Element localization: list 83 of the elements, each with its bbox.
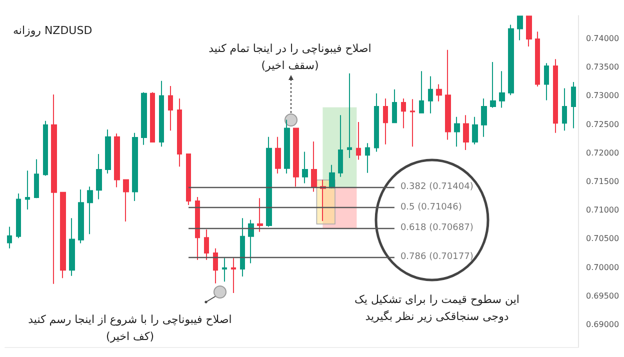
ref-line-label: 0.382 (0.71404) <box>400 182 474 192</box>
y-tick-label: 0.72000 <box>586 148 620 158</box>
candlestick <box>428 76 433 114</box>
candlestick <box>240 218 245 277</box>
candlestick <box>544 62 549 101</box>
candlestick <box>114 132 120 188</box>
y-tick-label: 0.74000 <box>586 34 620 43</box>
candlestick <box>419 70 424 114</box>
y-tick-label: 0.69000 <box>586 320 620 330</box>
candlestick <box>204 229 209 260</box>
y-tick-label: 0.70500 <box>586 234 620 244</box>
candlestick <box>392 88 397 124</box>
ref-line-label: 0.5 (0.71046) <box>400 202 462 212</box>
candlestick <box>7 226 12 249</box>
y-tick-label: 0.71500 <box>586 177 620 186</box>
candlestick <box>195 196 200 260</box>
candlestick <box>159 80 164 148</box>
y-tick-label: 0.69500 <box>586 291 620 300</box>
candlestick <box>69 218 75 276</box>
candlestick <box>383 98 388 145</box>
candlestick <box>454 116 460 148</box>
candlestick <box>356 122 361 160</box>
candlestick <box>526 16 532 47</box>
y-tick-label: 0.73000 <box>586 91 620 100</box>
candlestick <box>311 140 317 192</box>
candlestick <box>508 24 514 96</box>
candlestick <box>365 142 370 174</box>
candlestick <box>374 92 379 152</box>
candlestick <box>51 94 57 284</box>
candlestick <box>436 84 442 102</box>
candlestick <box>96 154 102 200</box>
annotation: اصلاح فیبوناچی را با شروع از اینجا رسم کنید (کف اخیر) <box>28 313 232 343</box>
candlestick <box>222 258 227 282</box>
y-tick-label: 0.73500 <box>586 62 620 72</box>
candlestick <box>168 85 173 132</box>
candlestick <box>213 248 218 284</box>
candlestick <box>490 61 496 108</box>
candlestick <box>535 31 540 88</box>
candlestick <box>302 151 308 184</box>
candlestick <box>34 158 39 199</box>
candlestick <box>463 114 469 151</box>
candlestick <box>186 154 191 206</box>
ref-line-label: 0.786 (0.70177) <box>400 252 474 262</box>
candlestick <box>445 49 451 140</box>
candlestick <box>553 58 558 134</box>
candlestick <box>517 16 523 41</box>
candlestick <box>132 132 138 202</box>
candlestick <box>123 179 129 222</box>
candlestick <box>177 98 182 168</box>
candlestick <box>257 198 263 232</box>
candlestick <box>231 258 236 294</box>
candlestick <box>571 81 576 129</box>
candlestick <box>43 120 48 176</box>
candlestick <box>78 189 84 244</box>
y-tick-label: 0.70000 <box>586 262 620 272</box>
candlestick <box>284 119 290 174</box>
candlestick <box>329 164 335 188</box>
candlestick <box>25 170 30 210</box>
candlestick <box>293 128 299 188</box>
candlestick <box>87 186 93 235</box>
candlestick <box>141 92 147 146</box>
candlestick <box>401 98 406 129</box>
annotation: اصلاح فیبوناچی را در اینجا تمام کنید (سقف اخیر) <box>208 42 372 72</box>
candlestick <box>266 136 272 228</box>
candlestick <box>275 136 281 174</box>
candlestick <box>150 92 155 143</box>
candlestick <box>60 192 66 279</box>
candlestick <box>16 193 21 239</box>
ref-line-label: 0.618 (0.70687) <box>400 223 474 234</box>
candlestick <box>105 128 111 174</box>
candlestick <box>320 179 326 222</box>
candlestick <box>481 98 487 138</box>
candlestick <box>472 116 478 145</box>
annotation: این سطوح قیمت را برای تشکیل یک دوجی سنجاقکی زیر نظر بگیرید <box>354 293 520 323</box>
y-tick-label: 0.72500 <box>586 120 620 129</box>
candlestick <box>499 70 505 108</box>
candlestick <box>248 219 254 264</box>
text: روزانه NZDUSD <box>13 24 92 37</box>
candlestick <box>347 72 352 159</box>
candlestick <box>562 88 567 132</box>
y-tick-label: 0.71000 <box>586 206 620 215</box>
candlestick <box>338 114 343 178</box>
candlestick <box>410 98 415 148</box>
